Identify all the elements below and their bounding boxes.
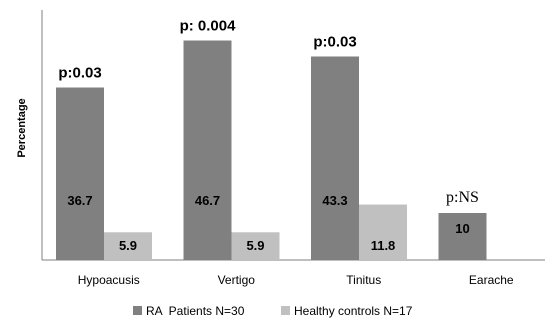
bar-control-hypoacusis <box>104 232 152 260</box>
p-value-hypoacusis: p:0.03 <box>58 65 101 82</box>
data-label-control-vertigo: 5.9 <box>246 238 264 253</box>
data-label-ra-earache: 10 <box>455 221 469 236</box>
x-tick-label-tinitus: Tinitus <box>346 273 381 287</box>
bar-ra-hypoacusis <box>56 87 104 260</box>
data-label-ra-tinitus: 43.3 <box>322 193 347 208</box>
labels-group: 36.7 5.9 p:0.03 Hypoacusis 46.7 5.9 p: 0.004 Ve… <box>58 18 514 287</box>
legend: RA Patients N=30 Healthy controls N=17 <box>133 304 413 318</box>
bar-control-tinitus <box>359 204 407 260</box>
p-value-earache: p:NS <box>446 189 479 206</box>
y-axis-label: Percentage <box>16 98 28 157</box>
x-tick-label-hypoacusis: Hypoacusis <box>78 273 140 287</box>
data-label-ra-hypoacusis: 36.7 <box>67 193 92 208</box>
legend-label-control: Healthy controls N=17 <box>294 304 413 318</box>
bar-control-vertigo <box>231 232 280 260</box>
p-value-tinitus: p:0.03 <box>313 33 356 50</box>
x-tick-label-earache: Earache <box>469 273 514 287</box>
bar-ra-tinitus <box>311 56 359 260</box>
legend-label-ra: RA Patients N=30 <box>146 304 245 318</box>
data-label-control-tinitus: 11.8 <box>371 238 396 253</box>
legend-swatch-control <box>281 306 290 315</box>
bar-ra-earache <box>438 213 487 260</box>
data-label-ra-vertigo: 46.7 <box>195 193 220 208</box>
bars-group <box>56 40 487 261</box>
bar-ra-vertigo <box>183 40 232 261</box>
legend-swatch-ra <box>133 306 142 315</box>
data-label-control-hypoacusis: 5.9 <box>119 238 137 253</box>
p-value-vertigo: p: 0.004 <box>180 18 237 35</box>
x-tick-label-vertigo: Vertigo <box>218 273 256 287</box>
